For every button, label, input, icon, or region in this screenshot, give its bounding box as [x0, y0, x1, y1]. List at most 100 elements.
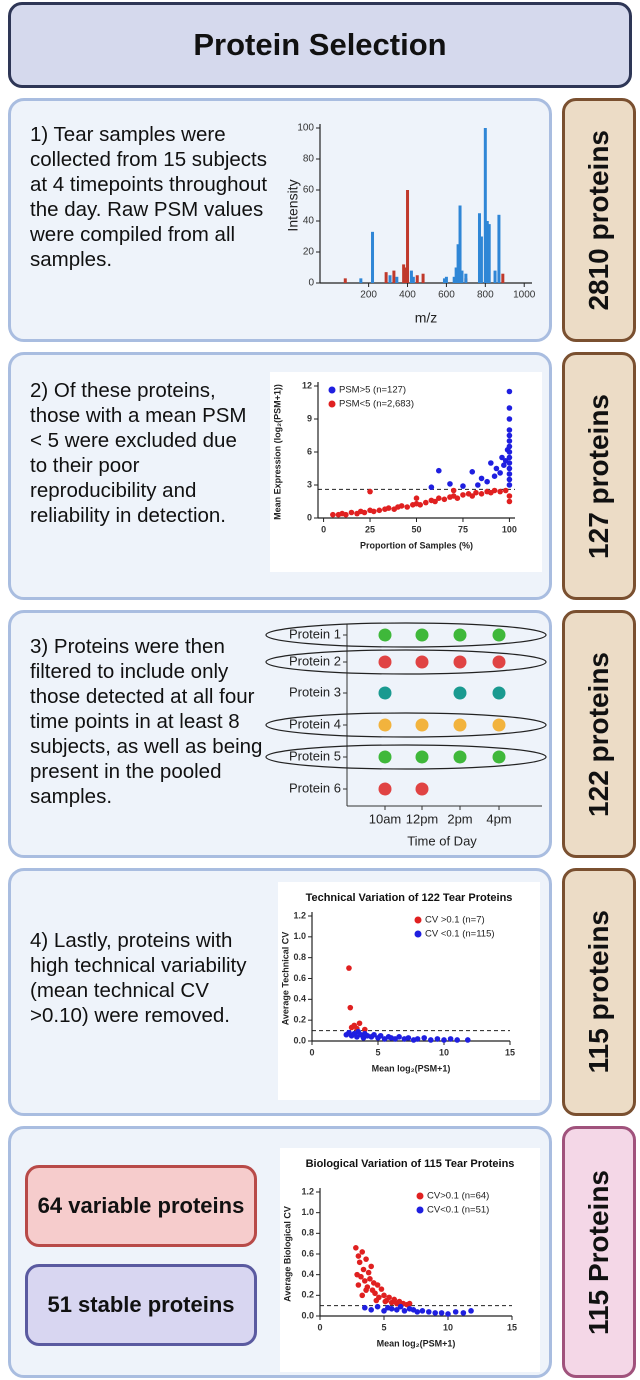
x-tick-label: 0	[309, 1047, 314, 1057]
point	[460, 483, 466, 489]
x-axis-label: Mean log₂(PSM+1)	[377, 1338, 456, 1348]
y-tick-label: 80	[303, 154, 315, 165]
presence-dot	[415, 628, 429, 642]
figure: 0 5 10 15 0.0 0.2 0.4 0.6 0.8 1.0 1.2 Mean log₂(PSM…	[278, 882, 540, 1100]
presence-dot	[378, 628, 392, 642]
peak	[411, 276, 415, 283]
point	[436, 467, 442, 474]
figure: Protein 1 Protein 2 Protein 3 Protein 4 Prot…	[265, 622, 547, 848]
x-tick-label: 200	[360, 290, 377, 301]
point	[374, 1282, 381, 1288]
peak	[456, 244, 460, 283]
point	[385, 505, 392, 511]
point	[363, 1287, 369, 1293]
y-tick-label: 12	[302, 380, 312, 390]
y-tick-label: 3	[307, 479, 312, 489]
point	[469, 469, 476, 475]
point	[506, 449, 513, 455]
peak	[421, 273, 425, 283]
y-tick-label: 1.0	[293, 931, 306, 941]
peak	[458, 205, 462, 283]
row-label: Protein 3	[289, 684, 341, 699]
point	[491, 473, 498, 479]
presence-dot	[492, 686, 506, 700]
legend-marker	[328, 386, 336, 394]
y-tick-label: 0.6	[301, 1248, 314, 1258]
selection-oval	[265, 649, 547, 675]
point	[499, 454, 505, 461]
point	[355, 1253, 362, 1259]
point	[359, 1292, 366, 1299]
x-tick-label: 800	[477, 290, 494, 301]
point	[497, 488, 503, 495]
panel-text: 1) Tear samples were collected from 15 s…	[30, 123, 268, 271]
presence-dot	[415, 782, 429, 796]
x-tick-label: 15	[507, 1322, 517, 1332]
point	[475, 482, 481, 488]
legend-marker	[414, 916, 422, 924]
point	[450, 487, 457, 494]
legend-marker	[416, 1206, 424, 1214]
y-tick-label: 0.4	[293, 994, 306, 1004]
x-tick-label: 0	[321, 524, 326, 534]
point	[493, 465, 500, 472]
y-tick-label: 0.8	[301, 1228, 314, 1238]
point	[343, 511, 349, 518]
y-tick-label: 0.0	[301, 1310, 314, 1320]
point	[441, 496, 448, 503]
point	[378, 1286, 385, 1292]
point	[374, 1303, 381, 1310]
y-tick-label: 60	[303, 185, 315, 196]
point	[454, 495, 461, 501]
x-tick-label: 75	[458, 524, 468, 534]
y-tick-label: 0.6	[293, 973, 306, 983]
peak	[402, 264, 406, 283]
point	[405, 1035, 412, 1041]
x-tick-label: 5	[375, 1047, 380, 1057]
x-axis-label: m/z	[415, 310, 438, 326]
x-axis-label: Time of Day	[407, 833, 477, 848]
presence-dot	[492, 655, 506, 669]
figure: 0 5 10 15 0.0 0.2 0.4 0.6 0.8 1.0 1.2 Mean log₂(PSM…	[280, 1148, 540, 1372]
point	[391, 1296, 398, 1303]
point	[460, 492, 466, 498]
point	[447, 481, 453, 487]
point	[419, 1308, 426, 1314]
point	[441, 1037, 447, 1043]
point	[432, 498, 438, 505]
point	[368, 1263, 374, 1270]
x-tick-label: 25	[365, 524, 375, 534]
x-tick-label: 400	[399, 290, 416, 301]
panel-text: 3) Proteins were then filtered to includ…	[30, 635, 263, 808]
x-tick-label: 15	[505, 1047, 515, 1057]
point	[454, 1037, 460, 1043]
peak	[406, 190, 410, 283]
point	[432, 1310, 438, 1316]
point	[428, 1037, 434, 1043]
point	[438, 1310, 445, 1316]
point	[417, 502, 424, 508]
presence-dot	[378, 750, 392, 764]
point	[376, 507, 383, 514]
point	[506, 454, 513, 461]
point	[491, 487, 498, 494]
point	[367, 488, 373, 495]
point	[406, 1300, 413, 1307]
column-label: 2pm	[447, 811, 472, 826]
selection-oval	[265, 622, 547, 648]
summary-box: 51 stable proteins	[25, 1264, 257, 1346]
peak	[409, 270, 413, 283]
point	[506, 427, 513, 433]
presence-dot	[453, 718, 467, 732]
chart-title: Technical Variation of 122 Tear Proteins	[306, 892, 513, 904]
selection-oval	[265, 712, 547, 738]
peak	[444, 276, 448, 283]
point	[386, 1294, 392, 1301]
point	[414, 1036, 421, 1042]
x-tick-label: 600	[438, 290, 455, 301]
point	[346, 965, 352, 971]
badge: 127 proteins	[562, 352, 636, 600]
y-tick-label: 0.2	[293, 1015, 306, 1025]
point	[363, 1256, 369, 1262]
y-tick-label: 1.2	[301, 1186, 314, 1196]
